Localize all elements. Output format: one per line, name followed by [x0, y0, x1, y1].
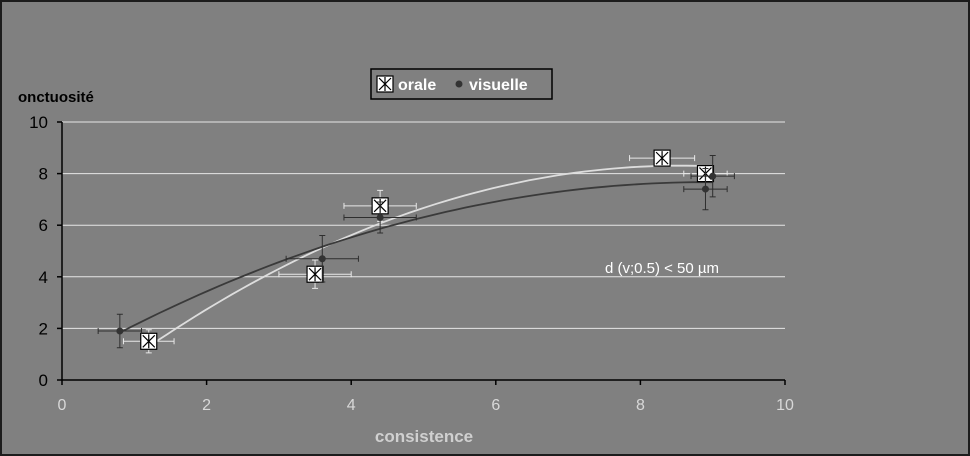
- trendline-orale: [148, 164, 706, 348]
- point-orale-3: [629, 149, 696, 167]
- y-axis-label: onctuosité: [18, 89, 94, 106]
- y-tick-label-2: 4: [39, 268, 48, 287]
- marker-visuelle-4: [709, 172, 717, 180]
- x-tick-label-2: 4: [347, 397, 356, 414]
- point-orale-0: [122, 329, 175, 354]
- marker-cross-orale-3: [655, 151, 669, 166]
- marker-visuelle-3: [701, 185, 709, 193]
- x-tick-label-3: 6: [491, 397, 500, 414]
- point-orale-1: [278, 259, 352, 289]
- marker-visuelle-0: [116, 327, 124, 335]
- point-visuelle-1: [285, 235, 359, 283]
- x-tick-label-5: 10: [776, 397, 794, 414]
- legend-label-visuelle: visuelle: [469, 77, 528, 94]
- y-tick-label-1: 2: [39, 319, 48, 338]
- point-visuelle-3: [683, 167, 728, 211]
- y-tick-label-3: 6: [39, 216, 48, 235]
- legend: orale visuelle: [370, 68, 553, 100]
- legend-label-orale: orale: [398, 77, 436, 94]
- point-visuelle-0: [97, 313, 143, 349]
- marker-visuelle-1: [318, 255, 326, 263]
- annotation-text: d (v;0.5) < 50 µm: [605, 260, 719, 277]
- x-axis-label: consistence: [375, 427, 473, 446]
- legend-marker-visuelle: [455, 80, 463, 88]
- x-tick-label-1: 2: [202, 397, 211, 414]
- tick-labels: 0 2 4 6 8 10 0 2 4 6 8 10: [29, 113, 794, 414]
- marker-cross-orale-1: [308, 267, 322, 282]
- marker-visuelle-2: [376, 213, 384, 221]
- axes: [57, 121, 786, 385]
- marker-cross-orale-0: [142, 334, 156, 349]
- data-marks: [97, 149, 735, 354]
- point-visuelle-2: [343, 201, 417, 234]
- x-tick-label-4: 8: [636, 397, 645, 414]
- legend-marker-orale: [376, 75, 394, 93]
- trendlines: [119, 164, 713, 348]
- y-tick-label-5: 10: [29, 113, 48, 132]
- y-tick-label-0: 0: [39, 371, 48, 390]
- y-tick-label-4: 8: [39, 165, 48, 184]
- grid-lines: [62, 121, 785, 329]
- x-tick-label-0: 0: [58, 397, 67, 414]
- point-visuelle-4: [690, 155, 735, 198]
